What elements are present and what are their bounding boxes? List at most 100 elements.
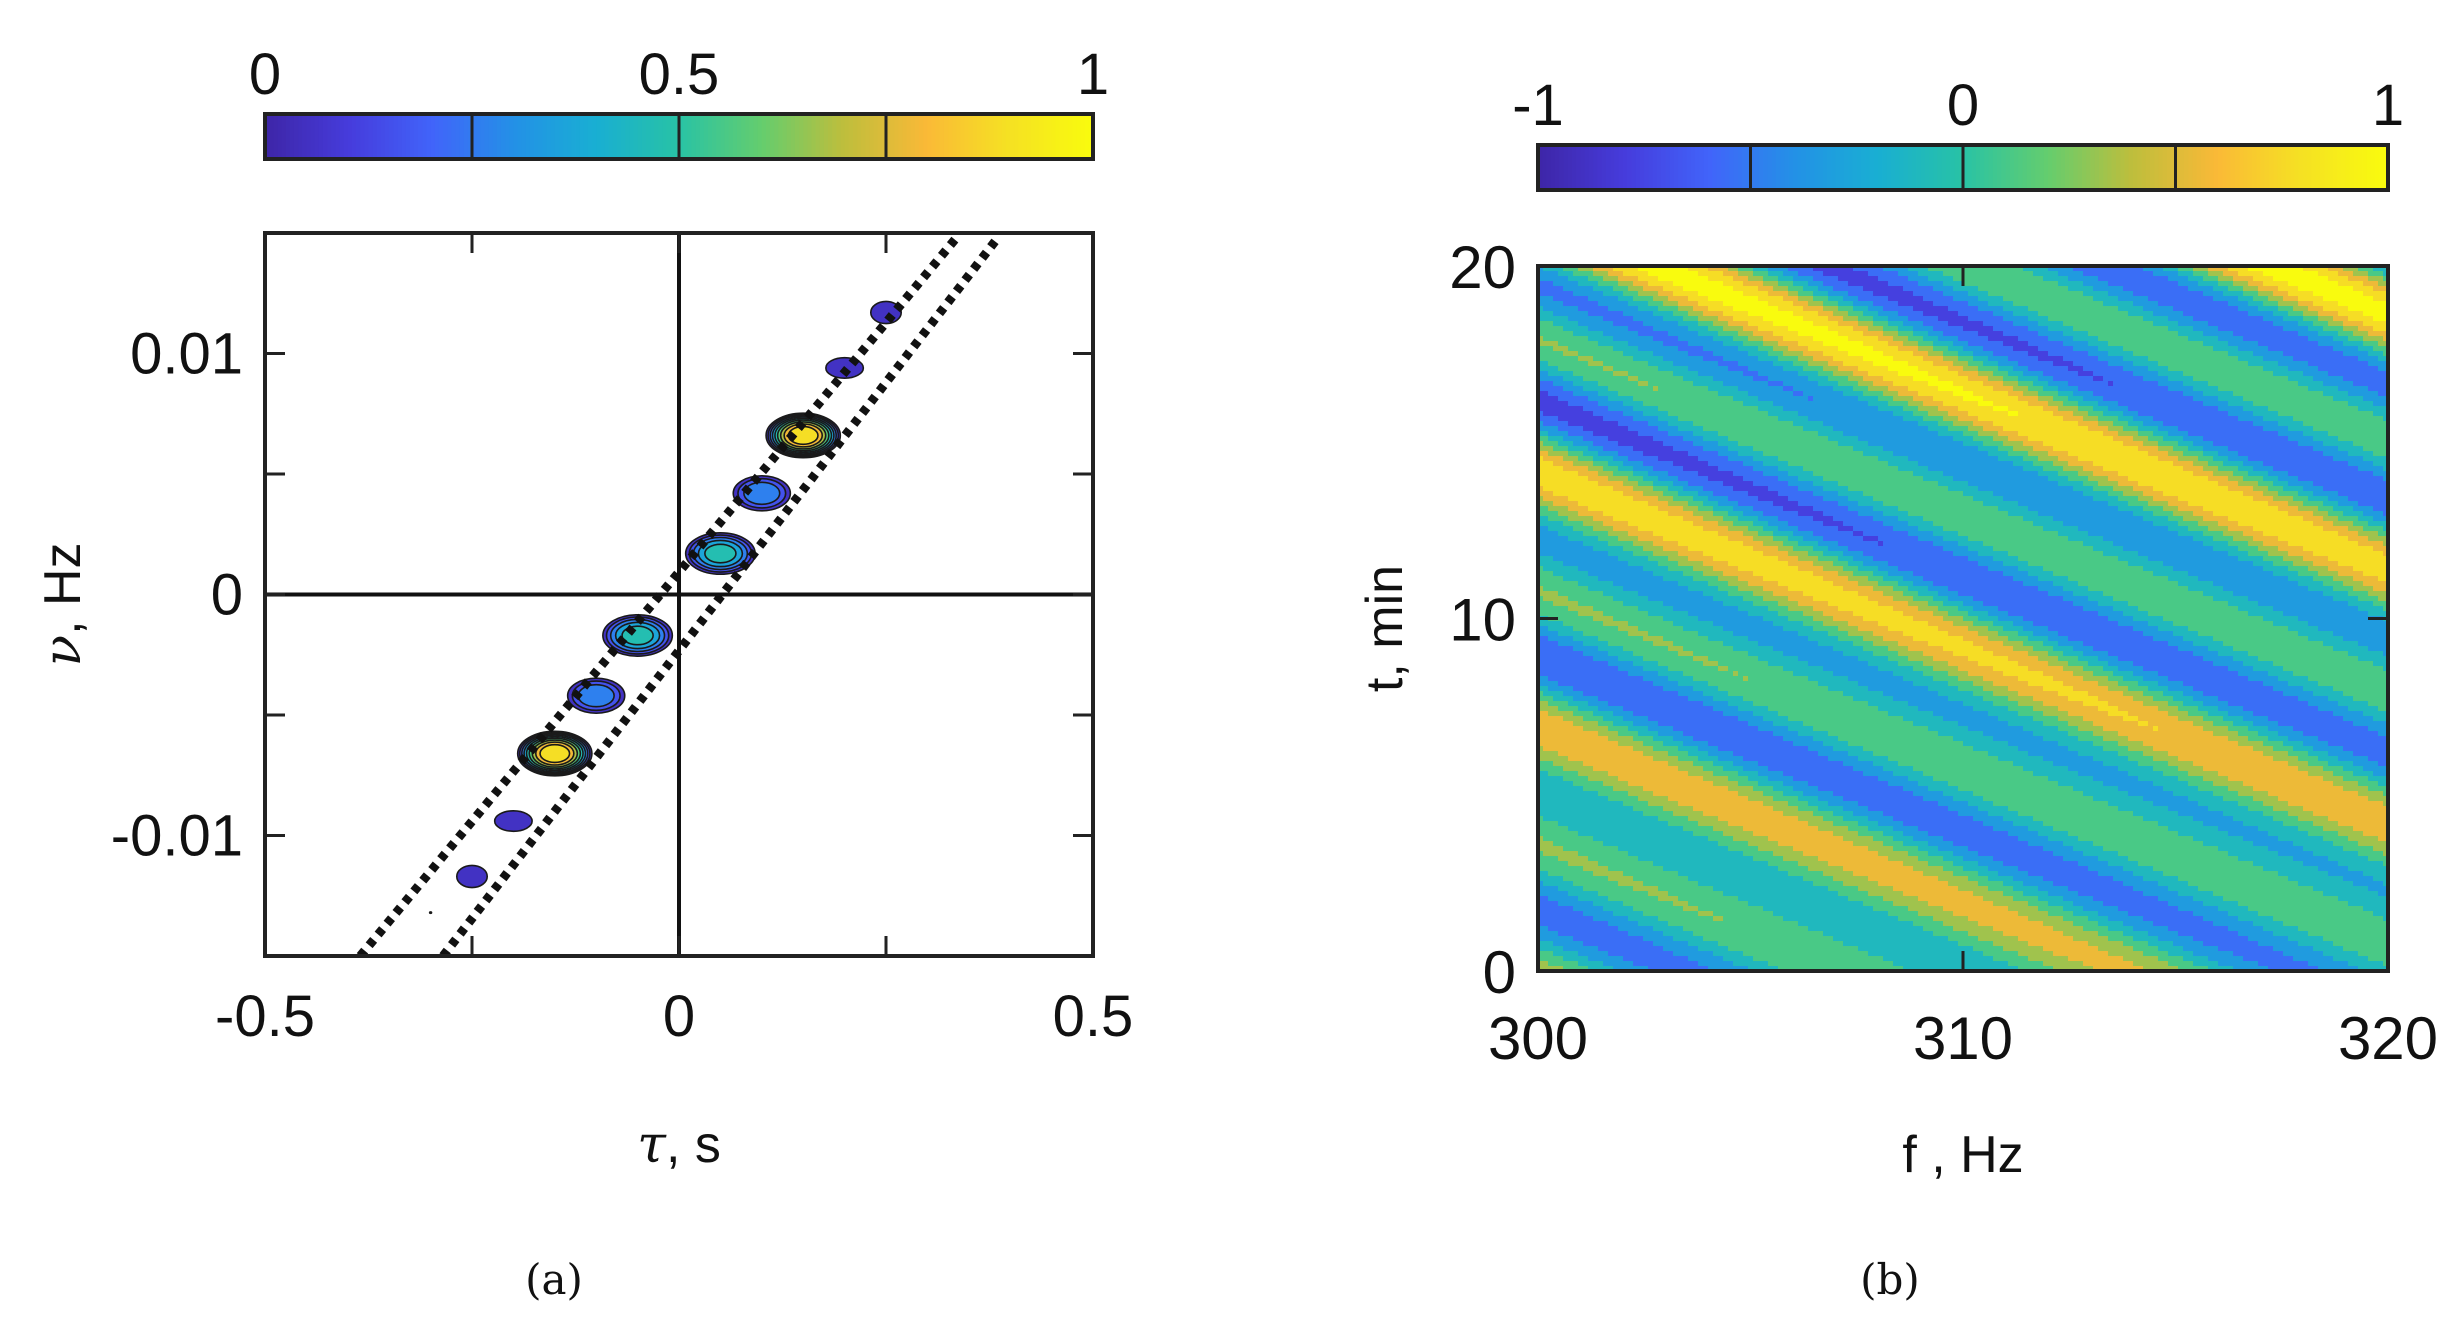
panel-b-contour-cell bbox=[2108, 316, 2114, 322]
panel-b-contour-cell bbox=[2253, 281, 2259, 287]
panel-b-contour-cell bbox=[2238, 316, 2244, 322]
panel-b-contour-cell bbox=[2373, 316, 2379, 322]
panel-b-contour-cell bbox=[1808, 286, 1814, 292]
panel-b-contour-cell bbox=[2038, 276, 2044, 282]
panel-b-contour-cell bbox=[2153, 291, 2159, 297]
panel-b-contour-cell bbox=[1843, 276, 1849, 282]
panel-b-contour-cell bbox=[1573, 316, 1579, 322]
panel-b-contour-cell bbox=[2258, 286, 2264, 292]
panel-b-contour-cell bbox=[2018, 271, 2024, 277]
panel-b-contour-cell bbox=[1943, 301, 1949, 307]
panel-b-contour-cell bbox=[1633, 321, 1639, 327]
panel-b-contour-cell bbox=[2233, 306, 2239, 312]
panel-b-contour-cell bbox=[1823, 301, 1829, 307]
panel-b-contour-cell bbox=[2363, 316, 2369, 322]
panel-b-contour-cell bbox=[1843, 271, 1849, 277]
panel-b-contour-cell bbox=[2113, 306, 2119, 312]
panel-b-contour-cell bbox=[2343, 291, 2349, 297]
panel-b-contour-cell bbox=[2338, 271, 2344, 277]
panel-b-contour-cell bbox=[2258, 291, 2264, 297]
panel-b-contour-cell bbox=[2273, 321, 2279, 327]
panel-b-contour-cell bbox=[1933, 321, 1939, 327]
panel-b-contour-cell bbox=[2098, 271, 2104, 277]
panel-b-contour-cell bbox=[1978, 271, 1984, 277]
panel-b-contour-cell bbox=[2283, 296, 2289, 302]
panel-b-contour-cell bbox=[1988, 286, 1994, 292]
panel-b-contour-cell bbox=[2023, 316, 2029, 322]
panel-b-contour-cell bbox=[1778, 281, 1784, 287]
panel-b-contour-cell bbox=[2148, 291, 2154, 297]
panel-b-contour-cell bbox=[2033, 306, 2039, 312]
panel-b-contour-cell bbox=[1933, 306, 1939, 312]
panel-b-contour-cell bbox=[1573, 301, 1579, 307]
panel-b-contour-cell bbox=[1768, 306, 1774, 312]
panel-b-contour-cell bbox=[2223, 291, 2229, 297]
panel-b-contour-cell bbox=[2253, 301, 2259, 307]
panel-b-contour-cell bbox=[1788, 331, 1794, 337]
panel-b-contour-cell bbox=[2363, 281, 2369, 287]
panel-b-contour-cell bbox=[1628, 306, 1634, 312]
panel-b-contour-cell bbox=[2333, 296, 2339, 302]
panel-b-contour-cell bbox=[1953, 326, 1959, 332]
panel-b-contour-cell bbox=[2353, 281, 2359, 287]
panel-b-contour-cell bbox=[1968, 281, 1974, 287]
panel-b-contour-cell bbox=[1543, 311, 1549, 317]
panel-b-contour-cell bbox=[2158, 271, 2164, 277]
panel-b-contour-cell bbox=[1743, 286, 1749, 292]
panel-b-contour-cell bbox=[1663, 296, 1669, 302]
panel-b-contour-cell bbox=[2233, 296, 2239, 302]
panel-b-contour-cell bbox=[2078, 311, 2084, 317]
panel-b-contour-cell bbox=[1668, 276, 1674, 282]
panel-b-contour-cell bbox=[2363, 286, 2369, 292]
panel-b-contour-cell bbox=[1618, 271, 1624, 277]
panel-b-contour-cell bbox=[2213, 291, 2219, 297]
panel-b-contour-cell bbox=[1923, 296, 1929, 302]
panel-b-contour-cell bbox=[2048, 306, 2054, 312]
panel-b-contour-cell bbox=[2308, 281, 2314, 287]
panel-a-contour-level bbox=[578, 685, 614, 707]
panel-b-contour-cell bbox=[1563, 271, 1569, 277]
panel-b-contour-cell bbox=[1678, 301, 1684, 307]
panel-b-contour-cell bbox=[2353, 286, 2359, 292]
panel-b-contour-cell bbox=[1543, 286, 1549, 292]
panel-b-contour-cell bbox=[1863, 276, 1869, 282]
panel-b-contour-cell bbox=[1998, 316, 2004, 322]
panel-b-contour-cell bbox=[2073, 301, 2079, 307]
panel-b-contour-cell bbox=[1773, 276, 1779, 282]
panel-b-contour-cell bbox=[1853, 316, 1859, 322]
panel-b-contour-cell bbox=[1548, 316, 1554, 322]
panel-b-contour-cell bbox=[1888, 296, 1894, 302]
panel-b-contour-cell bbox=[2178, 321, 2184, 327]
panel-b-contour-cell bbox=[1643, 296, 1649, 302]
panel-b-contour-cell bbox=[2003, 306, 2009, 312]
panel-b-contour-cell bbox=[1698, 286, 1704, 292]
panel-b-contour-cell bbox=[1638, 271, 1644, 277]
panel-b-contour-cell bbox=[1853, 321, 1859, 327]
panel-b-contour-cell bbox=[2278, 321, 2284, 327]
panel-b-contour-cell bbox=[2028, 271, 2034, 277]
panel-b-contour-cell bbox=[2123, 271, 2129, 277]
panel-b-contour-cell bbox=[2178, 271, 2184, 277]
panel-b-contour-cell bbox=[2128, 296, 2134, 302]
panel-b-contour-cell bbox=[1723, 276, 1729, 282]
panel-b-contour-cell bbox=[2243, 296, 2249, 302]
panel-b-contour-cell bbox=[2188, 301, 2194, 307]
panel-b-contour-cell bbox=[2348, 321, 2354, 327]
panel-b-contour-cell bbox=[1568, 281, 1574, 287]
panel-b-contour-cell bbox=[2168, 276, 2174, 282]
panel-b-contour-cell bbox=[1828, 316, 1834, 322]
panel-b-contour-cell bbox=[1673, 301, 1679, 307]
panel-b-contour-cell bbox=[2193, 276, 2199, 282]
panel-b-contour-cell bbox=[1653, 271, 1659, 277]
panel-b-contour-cell bbox=[2218, 326, 2224, 332]
panel-b-contour-cell bbox=[2198, 281, 2204, 287]
panel-b-contour-cell bbox=[2248, 316, 2254, 322]
panel-b-contour-cell bbox=[2303, 301, 2309, 307]
panel-b-contour-cell bbox=[1798, 276, 1804, 282]
panel-b-contour-cell bbox=[1888, 316, 1894, 322]
panel-b-contour-cell bbox=[1548, 271, 1554, 277]
panel-b-contour-cell bbox=[1743, 321, 1749, 327]
panel-b-contour-cell bbox=[1943, 326, 1949, 332]
panel-b-contour-cell bbox=[1993, 316, 1999, 322]
panel-b-contour-cell bbox=[1563, 281, 1569, 287]
